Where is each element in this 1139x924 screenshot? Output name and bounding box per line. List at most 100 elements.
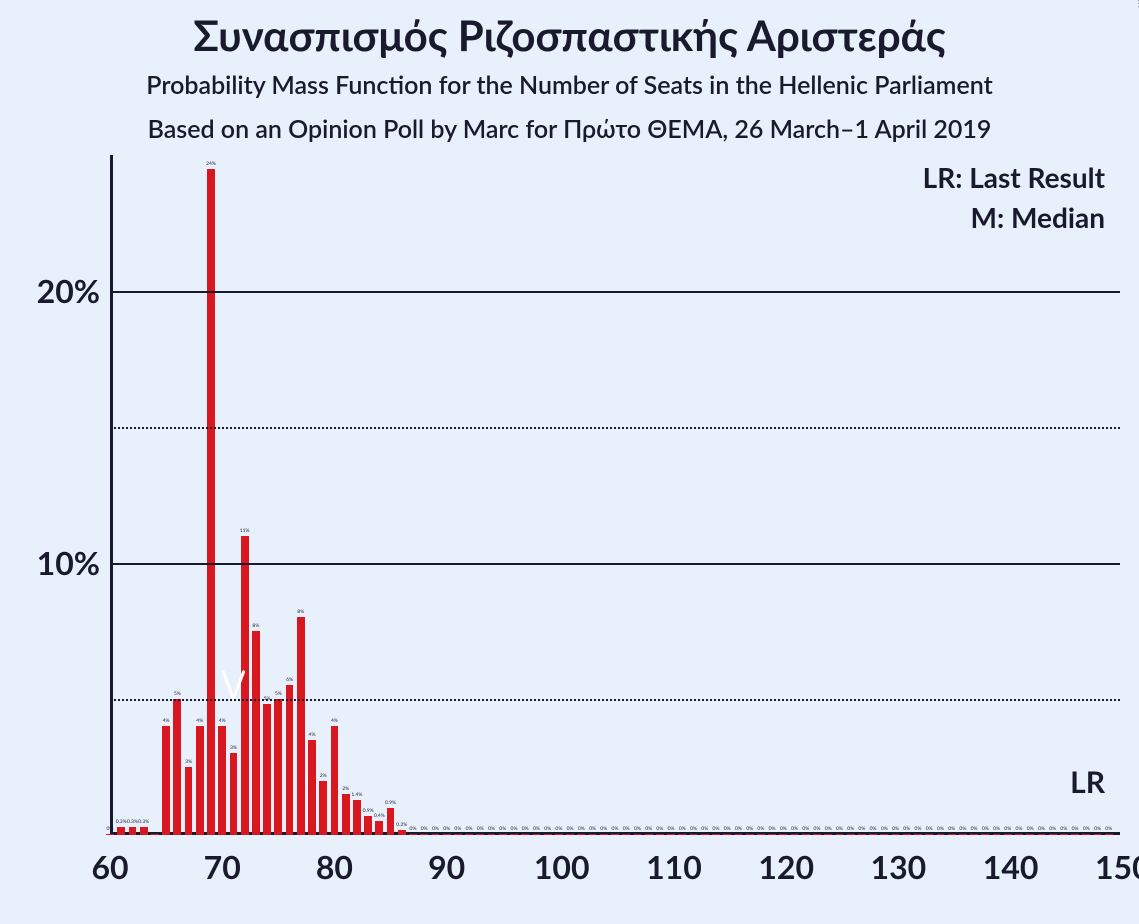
- bar-value-label: 0%: [1016, 826, 1023, 832]
- bar: [151, 834, 159, 835]
- bar: [375, 821, 383, 835]
- x-axis-tick-label: 140: [983, 847, 1033, 886]
- bar-value-label: 0%: [881, 826, 888, 832]
- bar-value-label: 0%: [1027, 826, 1034, 832]
- bar: [566, 834, 574, 835]
- bar-value-label: 0%: [555, 826, 562, 832]
- bar-value-label: 0%: [971, 826, 978, 832]
- bar: [847, 834, 855, 835]
- x-axis-tick-label: 150: [1095, 847, 1139, 886]
- bar: [1094, 834, 1102, 835]
- bar-value-label: 5%: [275, 691, 282, 697]
- bar-value-label: 0%: [701, 826, 708, 832]
- bar-value-label: 0%: [757, 826, 764, 832]
- bar-value-label: 0%: [679, 826, 686, 832]
- bar: [678, 834, 686, 835]
- plot-area: 0%0.3%0.3%0.3%4%5%3%4%24%4%3%11%8%5%5%6%…: [110, 155, 1120, 835]
- bar-value-label: 0%: [948, 826, 955, 832]
- x-axis-tick-label: 60: [85, 847, 135, 886]
- bar-value-label: 0%: [522, 826, 529, 832]
- bar: [914, 834, 922, 835]
- gridline-minor: [110, 699, 1120, 701]
- bar-value-label: 4%: [163, 718, 170, 724]
- bar-value-label: 0%: [656, 826, 663, 832]
- bar-value-label: 0%: [1049, 826, 1056, 832]
- y-axis-tick-label: 10%: [10, 543, 100, 582]
- bar-value-label: 8%: [252, 623, 259, 629]
- bar-value-label: 0%: [713, 826, 720, 832]
- bar-value-label: 0.9%: [363, 808, 374, 814]
- bar-value-label: 2%: [320, 773, 327, 779]
- bar: [656, 834, 664, 835]
- x-axis-tick-label: 80: [309, 847, 359, 886]
- chart-subtitle: Probability Mass Function for the Number…: [0, 70, 1139, 100]
- bar-value-label: 0%: [410, 826, 417, 832]
- bar: [476, 834, 484, 835]
- bar-value-label: 0%: [107, 826, 114, 832]
- bar: [106, 834, 114, 835]
- bar: [937, 834, 945, 835]
- bar-value-label: 0%: [746, 826, 753, 832]
- bar: [510, 834, 518, 835]
- gridline-major: [110, 563, 1120, 565]
- bar-value-label: 0%: [1038, 826, 1045, 832]
- x-axis-tick-label: 100: [534, 847, 584, 886]
- bar: [1026, 834, 1034, 835]
- bar-value-label: 0%: [578, 826, 585, 832]
- bar-value-label: 0%: [443, 826, 450, 832]
- bar-value-label: 0%: [915, 826, 922, 832]
- bar: [129, 827, 137, 835]
- bar: [286, 685, 294, 835]
- bar: [555, 834, 563, 835]
- bar: [880, 834, 888, 835]
- bar-value-label: 0%: [870, 826, 877, 832]
- bar-value-label: 11%: [240, 528, 250, 534]
- x-axis-tick-label: 120: [758, 847, 808, 886]
- bar-value-label: 0.3%: [116, 819, 127, 825]
- bar: [263, 704, 271, 835]
- bar: [622, 834, 630, 835]
- bar-value-label: 0%: [802, 826, 809, 832]
- bar: [465, 834, 473, 835]
- bar-value-label: 0%: [769, 826, 776, 832]
- x-axis-tick-label: 130: [871, 847, 921, 886]
- bar-value-label: 0%: [982, 826, 989, 832]
- bar-value-label: 0%: [1083, 826, 1090, 832]
- bar: [634, 834, 642, 835]
- bar-value-label: 0%: [544, 826, 551, 832]
- bar-value-label: 0%: [993, 826, 1000, 832]
- bar-value-label: 0%: [466, 826, 473, 832]
- bar-value-label: 0%: [836, 826, 843, 832]
- bar: [1060, 834, 1068, 835]
- bar: [173, 699, 181, 835]
- bar-value-label: 0%: [432, 826, 439, 832]
- bar-value-label: 0%: [825, 826, 832, 832]
- bar-value-label: 0%: [780, 826, 787, 832]
- bar: [903, 834, 911, 835]
- bar-value-label: 3%: [185, 759, 192, 765]
- bar: [589, 834, 597, 835]
- bar: [319, 781, 327, 835]
- bar: [948, 834, 956, 835]
- bar: [297, 617, 305, 835]
- bar: [970, 834, 978, 835]
- bar: [443, 834, 451, 835]
- bar: [869, 834, 877, 835]
- bar: [735, 834, 743, 835]
- bar: [230, 753, 238, 835]
- bar: [836, 834, 844, 835]
- bar: [544, 834, 552, 835]
- bar: [533, 834, 541, 835]
- bar: [1015, 834, 1023, 835]
- bar: [892, 834, 900, 835]
- bar: [925, 834, 933, 835]
- bar: [959, 834, 967, 835]
- bar-value-label: 0%: [926, 826, 933, 832]
- bar: [409, 834, 417, 835]
- bar-value-label: 0%: [499, 826, 506, 832]
- bar: [488, 834, 496, 835]
- bar-value-label: 4%: [309, 732, 316, 738]
- bar-value-label: 0%: [454, 826, 461, 832]
- bar-value-label: 0%: [668, 826, 675, 832]
- bar: [1071, 834, 1079, 835]
